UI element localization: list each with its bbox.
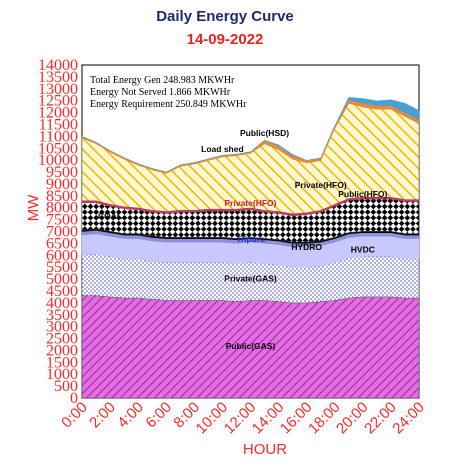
series-label: Private(HFO) bbox=[295, 180, 347, 190]
y-tick-label: 2500 bbox=[46, 331, 78, 348]
y-tick-label: 4000 bbox=[46, 295, 78, 312]
annotation-total-gen: Total Energy Gen 248.983 MKWHr bbox=[90, 75, 235, 86]
series-labels: Public(GAS) Private(GAS) HVDC HYDRO Tripura C… bbox=[98, 128, 388, 351]
y-tick-label: 6000 bbox=[46, 247, 78, 264]
x-tick-label: 22:00 bbox=[361, 399, 400, 438]
series-label: Load shed bbox=[201, 144, 244, 154]
x-tick-label: 4:00 bbox=[114, 399, 147, 432]
y-axis-label: MW bbox=[25, 194, 42, 221]
y-axis-ticks: 0500100015002000250030003500400045005000… bbox=[38, 57, 78, 407]
y-tick-label: 9000 bbox=[46, 176, 78, 193]
y-tick-label: 8500 bbox=[46, 188, 78, 205]
y-tick-label: 11000 bbox=[39, 128, 78, 145]
y-tick-label: 10000 bbox=[38, 152, 78, 169]
series-label: HVDC bbox=[351, 244, 375, 254]
y-tick-label: 8000 bbox=[46, 200, 78, 217]
x-tick-label: 2:00 bbox=[86, 399, 119, 432]
x-tick-label: 18:00 bbox=[305, 399, 344, 438]
y-tick-label: 12000 bbox=[38, 105, 78, 122]
y-tick-label: 7000 bbox=[46, 224, 78, 241]
y-tick-label: 12500 bbox=[38, 93, 78, 110]
series-label: COAL bbox=[98, 211, 122, 221]
y-tick-label: 13500 bbox=[38, 69, 78, 86]
y-tick-label: 2000 bbox=[46, 342, 78, 359]
chart-subtitle: 14-09-2022 bbox=[186, 31, 264, 48]
y-tick-label: 11500 bbox=[39, 116, 78, 133]
y-tick-label: 4500 bbox=[46, 283, 78, 300]
y-tick-label: 14000 bbox=[38, 57, 78, 74]
y-tick-label: 9500 bbox=[46, 164, 78, 181]
y-tick-label: 0 bbox=[70, 390, 78, 407]
x-axis-label: HOUR bbox=[243, 441, 287, 458]
y-tick-label: 5500 bbox=[46, 259, 78, 276]
annotation-not-served: Energy Not Served 1.866 MKWHr bbox=[90, 87, 231, 98]
y-tick-label: 3000 bbox=[46, 319, 78, 336]
chart-title: Daily Energy Curve bbox=[156, 8, 294, 25]
series-label: Private(HFO) bbox=[225, 198, 277, 208]
y-tick-label: 6500 bbox=[46, 235, 78, 252]
x-tick-label: 10:00 bbox=[193, 399, 232, 438]
area-load-shed bbox=[81, 97, 420, 173]
y-tick-label: 1500 bbox=[46, 354, 78, 371]
annotation-requirement: Energy Requirement 250.849 MKWHr bbox=[90, 99, 247, 110]
y-tick-label: 7500 bbox=[46, 212, 78, 229]
x-tick-label: 6:00 bbox=[142, 399, 175, 432]
x-tick-label: 12:00 bbox=[221, 399, 260, 438]
x-axis-ticks: 0:002:004:006:008:0010:0012:0014:0016:00… bbox=[58, 399, 428, 438]
x-tick-label: 24:00 bbox=[389, 399, 428, 438]
y-tick-label: 10500 bbox=[38, 140, 78, 157]
y-tick-label: 13000 bbox=[38, 81, 78, 98]
area-layers bbox=[81, 97, 420, 399]
series-label: Tripura bbox=[236, 234, 265, 244]
y-tick-label: 3500 bbox=[46, 307, 78, 324]
series-label: Public(HSD) bbox=[240, 128, 289, 138]
x-tick-label: 20:00 bbox=[333, 399, 372, 438]
x-tick-label: 0:00 bbox=[58, 399, 91, 432]
series-label: HYDRO bbox=[291, 242, 322, 252]
y-tick-label: 5000 bbox=[46, 271, 78, 288]
y-tick-label: 1000 bbox=[46, 366, 78, 383]
series-label: Private(GAS) bbox=[224, 273, 277, 283]
x-tick-label: 14:00 bbox=[249, 399, 288, 438]
series-label: Public(HFO) bbox=[338, 189, 387, 199]
y-tick-label: 500 bbox=[54, 378, 78, 395]
series-label: Public(GAS) bbox=[226, 341, 276, 351]
x-tick-label: 16:00 bbox=[277, 399, 316, 438]
